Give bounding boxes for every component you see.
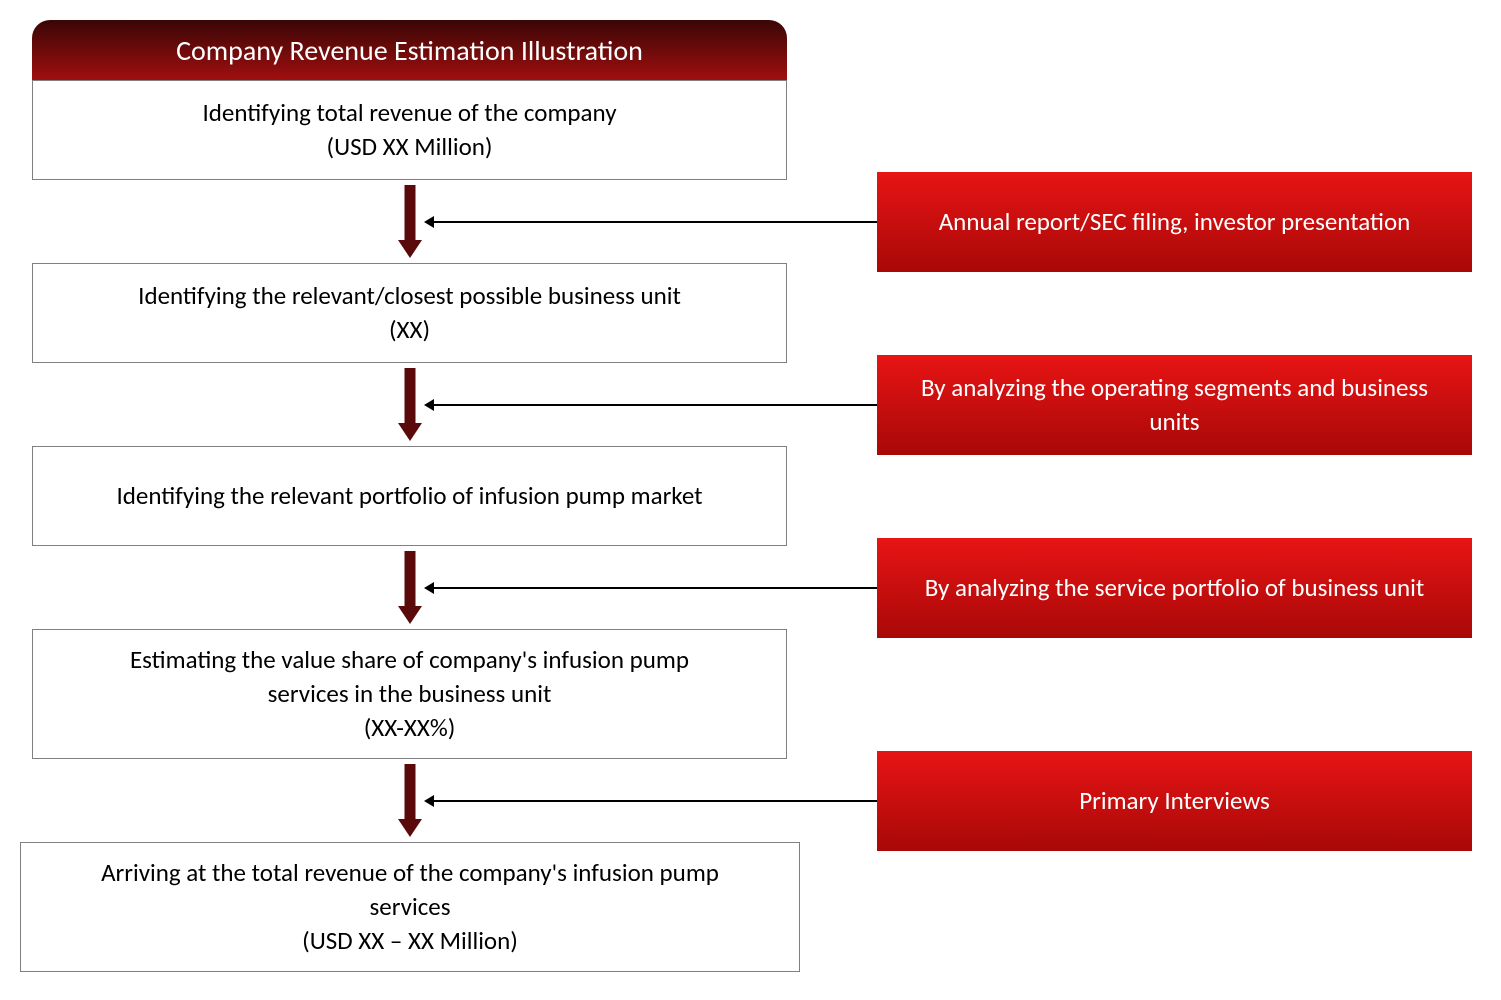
flow-step-line: Identifying the relevant/closest possibl… xyxy=(138,279,681,313)
flow-step: Arriving at the total revenue of the com… xyxy=(20,842,800,972)
flow-step-line: services xyxy=(370,890,451,924)
flow-step-line: services in the business unit xyxy=(268,677,552,711)
connector-arrowhead-icon xyxy=(424,795,434,807)
down-arrow-head-icon xyxy=(398,819,422,837)
flow-step-line: Estimating the value share of company's … xyxy=(130,643,689,677)
annotation-box: By analyzing the service portfolio of bu… xyxy=(877,538,1472,638)
flow-step: Identifying the relevant/closest possibl… xyxy=(32,263,787,363)
down-arrow-head-icon xyxy=(398,240,422,258)
down-arrow-icon xyxy=(405,185,416,240)
connector-arrowhead-icon xyxy=(424,399,434,411)
flow-step-line: (XX) xyxy=(389,313,430,347)
flow-step-line: (USD XX Million) xyxy=(327,130,493,164)
flow-step-line: (USD XX – XX Million) xyxy=(302,924,518,958)
down-arrow-icon xyxy=(405,764,416,819)
annotation-box: Primary Interviews xyxy=(877,751,1472,851)
diagram-title: Company Revenue Estimation Illustration xyxy=(32,20,787,80)
connector-arrowhead-icon xyxy=(424,582,434,594)
flow-step-line: Identifying the relevant portfolio of in… xyxy=(116,479,702,513)
flow-step: Identifying total revenue of the company… xyxy=(32,80,787,180)
connector-arrowhead-icon xyxy=(424,216,434,228)
flow-step-line: (XX-XX%) xyxy=(364,711,456,745)
flow-step: Estimating the value share of company's … xyxy=(32,629,787,759)
annotation-box: By analyzing the operating segments and … xyxy=(877,355,1472,455)
flowchart-container: Company Revenue Estimation IllustrationI… xyxy=(20,20,1480,980)
annotation-box: Annual report/SEC filing, investor prese… xyxy=(877,172,1472,272)
flow-step-line: Arriving at the total revenue of the com… xyxy=(101,856,719,890)
down-arrow-head-icon xyxy=(398,423,422,441)
down-arrow-icon xyxy=(405,368,416,423)
flow-step: Identifying the relevant portfolio of in… xyxy=(32,446,787,546)
flow-step-line: Identifying total revenue of the company xyxy=(202,96,616,130)
down-arrow-head-icon xyxy=(398,606,422,624)
down-arrow-icon xyxy=(405,551,416,606)
